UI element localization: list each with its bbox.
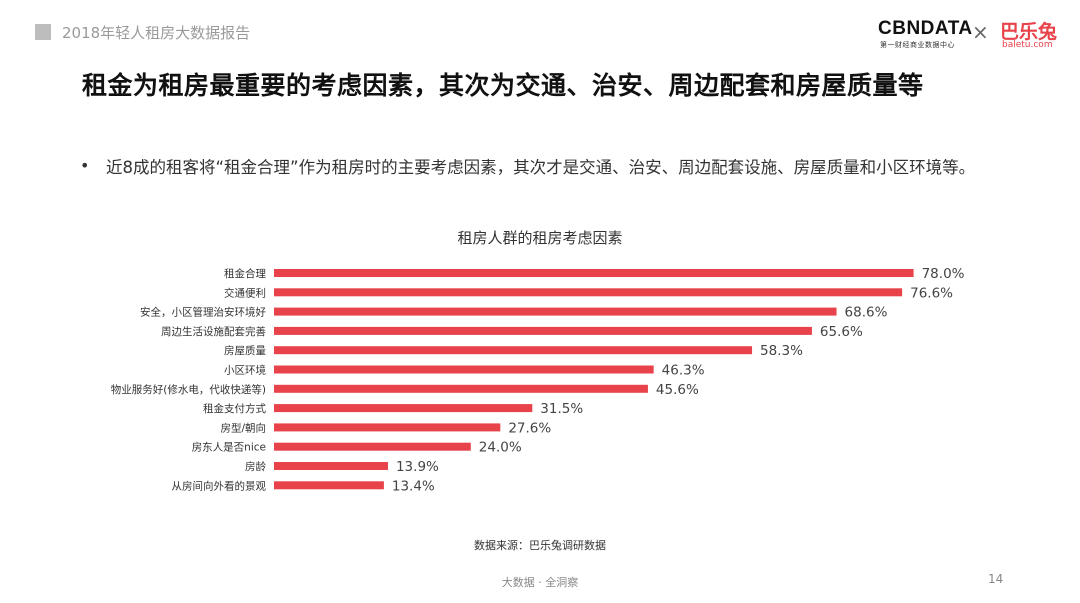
value-label: 31.5% — [540, 401, 583, 417]
category-label: 房龄 — [245, 460, 266, 473]
cbndata-logo: CBNDATA — [878, 18, 973, 39]
category-label: 租金支付方式 — [203, 402, 266, 415]
cbndata-logo-subtitle: 第一财经商业数据中心 — [880, 41, 955, 49]
value-label: 58.3% — [760, 343, 803, 359]
bar — [274, 346, 753, 355]
page-number: 14 — [988, 572, 1004, 586]
value-label: 65.6% — [820, 324, 863, 340]
category-label: 小区环境 — [224, 364, 266, 377]
bar — [274, 404, 533, 413]
value-label: 13.4% — [392, 478, 435, 494]
category-label: 租金合理 — [224, 267, 266, 280]
category-label: 房东人是否nice — [192, 441, 266, 454]
bullet-text: 近8成的租客将“租金合理”作为租房时的主要考虑因素，其次才是交通、治安、周边配套… — [106, 158, 976, 177]
category-label: 安全，小区管理治安环境好 — [140, 306, 266, 319]
bar — [274, 307, 837, 316]
bar — [274, 365, 654, 374]
chart-title: 租房人群的租房考虑因素 — [457, 229, 623, 247]
category-label: 物业服务好(修水电，代收快递等) — [111, 383, 266, 396]
footer-text: 大数据 · 全洞察 — [501, 576, 579, 589]
bar — [274, 384, 648, 393]
value-label: 78.0% — [922, 266, 965, 282]
header-square-icon — [35, 24, 51, 40]
category-label: 从房间向外看的景观 — [172, 479, 267, 492]
category-label: 房屋质量 — [224, 344, 266, 357]
bar — [274, 288, 903, 297]
report-title: 2018年轻人租房大数据报告 — [62, 24, 251, 42]
data-source: 数据来源：巴乐兔调研数据 — [474, 539, 606, 552]
baletu-logo-url: baletu.com — [1002, 40, 1053, 50]
bar — [274, 423, 501, 432]
value-label: 45.6% — [656, 382, 699, 398]
logo-separator: × — [972, 20, 989, 44]
value-label: 46.3% — [662, 363, 705, 379]
category-label: 周边生活设施配套完善 — [161, 325, 266, 338]
category-label: 房型/朝向 — [220, 421, 266, 434]
bar — [274, 481, 384, 490]
value-label: 76.6% — [910, 285, 953, 301]
bar — [274, 326, 812, 335]
bullet-icon: • — [80, 156, 90, 175]
slide-headline: 租金为租房最重要的考虑因素，其次为交通、治安、周边配套和房屋质量等 — [82, 71, 924, 100]
value-label: 13.9% — [396, 459, 439, 475]
category-label: 交通便利 — [224, 286, 266, 299]
value-label: 27.6% — [508, 420, 551, 436]
bar — [274, 442, 471, 451]
bar — [274, 462, 388, 470]
bar — [274, 269, 914, 277]
baletu-logo: 巴乐兔 — [1000, 21, 1058, 43]
value-label: 24.0% — [479, 440, 522, 456]
bar-chart: 租金合理 78.0% 交通便利 76.6% 安全，小区管理治安环境好 68.6% 周边生活设… — [111, 266, 965, 494]
value-label: 68.6% — [845, 305, 888, 321]
